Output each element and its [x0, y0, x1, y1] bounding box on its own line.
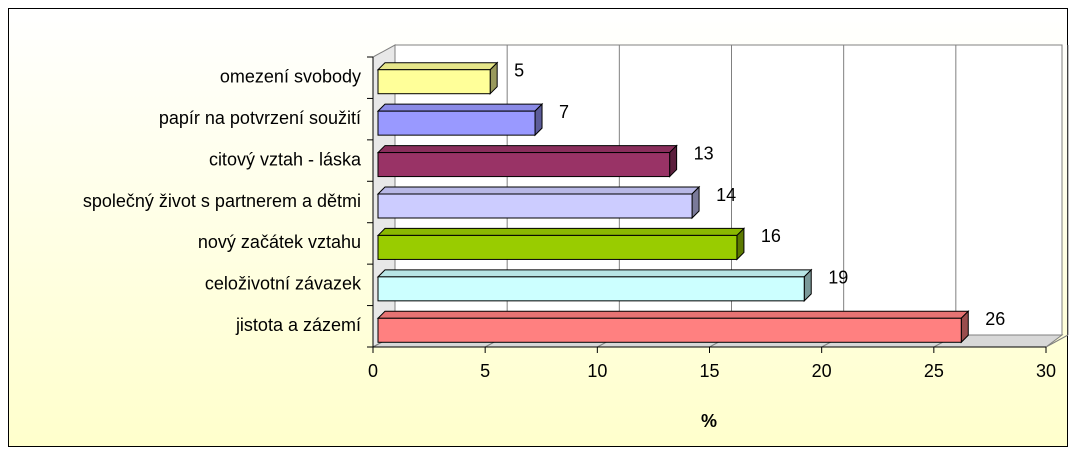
x-tick-label: 5 [480, 361, 490, 381]
bar-top [376, 227, 746, 236]
bar [377, 193, 693, 219]
bar [377, 69, 491, 95]
y-tick-label: jistota a zázemí [235, 315, 361, 335]
value-label: 16 [761, 226, 781, 246]
y-tick-label: omezení svobody [220, 66, 361, 86]
x-axis-title: % [701, 411, 717, 431]
value-label: 26 [985, 309, 1005, 329]
x-tick-label: 10 [587, 361, 607, 381]
y-tick-label: celoživotní závazek [205, 274, 362, 294]
x-tick-label: 30 [1036, 361, 1056, 381]
bar [377, 110, 536, 136]
value-label: 19 [828, 268, 848, 288]
x-tick-label: 0 [368, 361, 378, 381]
y-tick-label: citový vztah - láska [209, 149, 362, 169]
value-label: 13 [694, 143, 714, 163]
x-tick-label: 25 [924, 361, 944, 381]
value-label: 5 [514, 60, 524, 80]
x-tick-label: 20 [812, 361, 832, 381]
x-tick-label: 15 [699, 361, 719, 381]
bar-top [376, 145, 678, 154]
bar-top [376, 269, 813, 278]
y-tick-label: společný život s partnerem a dětmi [83, 191, 361, 211]
bar [377, 317, 962, 343]
value-label: 14 [716, 185, 736, 205]
bar [377, 234, 738, 260]
bar [377, 152, 671, 178]
value-label: 7 [559, 102, 569, 122]
y-tick-label: papír na potvrzení soužití [159, 108, 361, 128]
grid-line [1045, 334, 1069, 348]
bar-top [376, 186, 701, 195]
bar-top [376, 103, 544, 112]
bar-top [376, 62, 499, 71]
y-tick-label: nový začátek vztahu [198, 232, 361, 252]
bar-top [376, 310, 970, 319]
bar [377, 276, 805, 302]
